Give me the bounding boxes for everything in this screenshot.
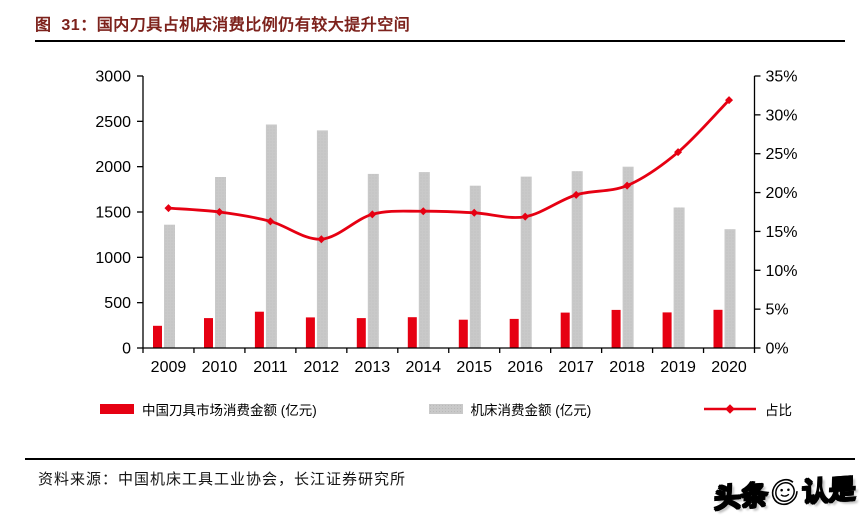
smiley-face-icon (771, 478, 798, 505)
bar-tools-2011 (254, 311, 264, 348)
svg-text:2018: 2018 (609, 359, 645, 376)
machine-consumption-bars (164, 124, 736, 348)
bar-tools-2015 (458, 319, 468, 348)
svg-text:2012: 2012 (304, 359, 340, 376)
legend-label-ratio: 占比 (765, 403, 792, 418)
ratio-line (168, 99, 731, 241)
bar-machine-2009 (164, 224, 175, 348)
bar-tools-2009 (153, 325, 162, 348)
svg-text:2019: 2019 (660, 359, 696, 376)
bar-tools-2010 (204, 318, 213, 348)
bar-tools-2020 (713, 309, 723, 348)
ratio-marker-2012 (317, 235, 326, 244)
bar-machine-2014 (418, 172, 430, 348)
bar-tools-2013 (356, 318, 366, 348)
legend-label-machine-tools: 机床消费金额 (亿元) (470, 403, 592, 418)
tool-consumption-bars (153, 309, 723, 348)
svg-text:2014: 2014 (405, 359, 441, 376)
bar-machine-2017 (571, 171, 583, 348)
svg-text:2020: 2020 (711, 359, 747, 376)
legend-item-tools: 中国刀具市场消费金额 (亿元) (100, 399, 317, 419)
bar-tools-2019 (662, 312, 672, 348)
watermark-text-left: 头条 (713, 479, 769, 515)
source-note: 资料来源：中国机床工具工业协会，长江证券研究所 (38, 471, 407, 488)
svg-text:5%: 5% (766, 302, 789, 319)
ratio-marker-2010 (215, 208, 224, 216)
svg-text:10%: 10% (766, 263, 798, 280)
bar-machine-2016 (520, 176, 532, 348)
machine-bar-swatch-icon (428, 404, 463, 414)
bar-machine-2011 (265, 124, 277, 348)
ratio-marker-2015 (470, 208, 479, 217)
ratio-line-markers (164, 96, 734, 244)
bar-tools-2017 (560, 312, 570, 348)
svg-text:2009: 2009 (151, 359, 187, 376)
ratio-marker-2009 (164, 204, 173, 213)
svg-text:1000: 1000 (95, 250, 131, 267)
svg-text:1500: 1500 (95, 205, 131, 222)
chart-legend: 中国刀具市场消费金额 (亿元) 机床消费金额 (亿元) 占比 (100, 398, 792, 420)
svg-text:2000: 2000 (95, 159, 131, 176)
svg-text:2010: 2010 (202, 359, 238, 376)
ratio-marker-2011 (266, 217, 275, 226)
ratio-line-swatch-icon (704, 404, 756, 414)
caption-underline (35, 40, 845, 42)
svg-text:2500: 2500 (95, 114, 131, 131)
svg-text:0: 0 (122, 341, 131, 358)
ratio-marker-2018 (623, 181, 632, 190)
legend-item-machine-tools: 机床消费金额 (亿元) (428, 399, 592, 419)
legend-label-tools: 中国刀具市场消费金额 (亿元) (142, 403, 317, 418)
ratio-marker-2016 (521, 212, 530, 221)
figure-bottom-rule (25, 458, 855, 460)
ratio-marker-2020 (725, 96, 734, 105)
ratio-marker-2017 (572, 190, 581, 199)
svg-text:30%: 30% (766, 107, 798, 124)
bar-machine-2020 (724, 229, 736, 348)
svg-text:0%: 0% (766, 341, 789, 358)
ratio-marker-2013 (368, 210, 377, 219)
figure-caption: 图 31：国内刀具占机床消费比例仍有较大提升空间 (35, 17, 411, 34)
tools-bar-swatch-icon (100, 404, 134, 414)
svg-text:2015: 2015 (456, 359, 492, 376)
toutiao-watermark: 头条 认是 (713, 467, 857, 515)
bar-machine-2018 (622, 166, 634, 348)
ratio-marker-2014 (419, 207, 428, 216)
watermark-text-right: 认是 (801, 473, 857, 508)
svg-text:2016: 2016 (507, 359, 543, 376)
svg-text:25%: 25% (766, 146, 798, 163)
bar-tools-2016 (509, 318, 519, 348)
svg-text:3000: 3000 (95, 69, 131, 86)
bar-machine-2010 (215, 177, 226, 348)
svg-text:2011: 2011 (253, 359, 288, 376)
bar-tools-2018 (611, 309, 621, 348)
combo-chart: 0 500 1000 1500 2000 2500 3000 0% 5% 10% 15% 20% 25%… (95, 69, 798, 377)
svg-text:35%: 35% (766, 69, 798, 86)
bar-tools-2014 (407, 317, 417, 348)
svg-text:2017: 2017 (558, 359, 594, 376)
bar-machine-2015 (469, 185, 481, 348)
bar-tools-2012 (305, 317, 315, 348)
legend-item-ratio: 占比 (703, 399, 792, 419)
svg-text:20%: 20% (766, 185, 798, 202)
ratio-marker-2019 (674, 148, 683, 157)
svg-text:15%: 15% (766, 224, 798, 241)
svg-text:500: 500 (104, 295, 131, 312)
svg-text:2013: 2013 (355, 359, 391, 376)
bar-machine-2013 (367, 173, 379, 348)
bar-machine-2019 (673, 207, 685, 348)
